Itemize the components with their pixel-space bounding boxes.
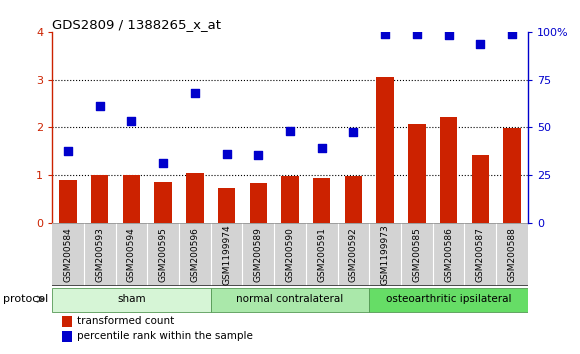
Point <box>412 31 422 36</box>
Text: osteoarthritic ipsilateral: osteoarthritic ipsilateral <box>386 295 512 304</box>
Point <box>190 90 200 96</box>
Text: GSM200589: GSM200589 <box>254 227 263 282</box>
Text: GSM200590: GSM200590 <box>285 227 295 282</box>
Point <box>349 129 358 135</box>
Text: transformed count: transformed count <box>77 316 174 326</box>
Bar <box>249 183 267 223</box>
Bar <box>345 176 362 223</box>
Bar <box>376 77 394 223</box>
Text: GSM200592: GSM200592 <box>349 227 358 282</box>
Text: normal contralateral: normal contralateral <box>237 295 343 304</box>
Point <box>508 31 517 36</box>
Point <box>476 41 485 47</box>
Text: GSM200584: GSM200584 <box>64 227 72 282</box>
Text: sham: sham <box>117 295 146 304</box>
Text: GSM200591: GSM200591 <box>317 227 326 282</box>
Bar <box>503 128 521 223</box>
Point <box>444 32 453 38</box>
Text: percentile rank within the sample: percentile rank within the sample <box>77 331 253 341</box>
Point <box>285 128 295 134</box>
Bar <box>281 176 299 223</box>
Text: GSM200585: GSM200585 <box>412 227 421 282</box>
Point <box>222 151 231 157</box>
Text: GSM200596: GSM200596 <box>190 227 200 282</box>
Text: GSM200595: GSM200595 <box>159 227 168 282</box>
Text: GSM1199974: GSM1199974 <box>222 224 231 285</box>
Bar <box>123 175 140 223</box>
Point <box>158 160 168 165</box>
Bar <box>408 124 426 223</box>
Bar <box>61 331 72 342</box>
Bar <box>313 178 331 223</box>
Bar <box>440 117 457 223</box>
Bar <box>369 288 528 312</box>
Bar <box>52 288 211 312</box>
Text: GSM200588: GSM200588 <box>508 227 516 282</box>
Bar <box>59 180 77 223</box>
Point <box>127 118 136 124</box>
Bar <box>211 288 369 312</box>
Text: GSM1199973: GSM1199973 <box>380 224 390 285</box>
Bar <box>186 172 204 223</box>
Bar <box>472 155 489 223</box>
Bar <box>91 175 108 223</box>
Bar <box>61 316 72 327</box>
Point <box>95 103 104 109</box>
Text: GSM200594: GSM200594 <box>127 227 136 282</box>
Point <box>317 145 327 151</box>
Bar <box>218 188 235 223</box>
Bar <box>154 182 172 223</box>
Text: protocol: protocol <box>3 294 48 304</box>
Text: GDS2809 / 1388265_x_at: GDS2809 / 1388265_x_at <box>52 18 221 31</box>
Text: GSM200593: GSM200593 <box>95 227 104 282</box>
Point <box>63 148 72 154</box>
Text: GSM200587: GSM200587 <box>476 227 485 282</box>
Bar <box>52 223 528 286</box>
Point <box>253 152 263 158</box>
Text: GSM200586: GSM200586 <box>444 227 453 282</box>
Point <box>380 31 390 36</box>
